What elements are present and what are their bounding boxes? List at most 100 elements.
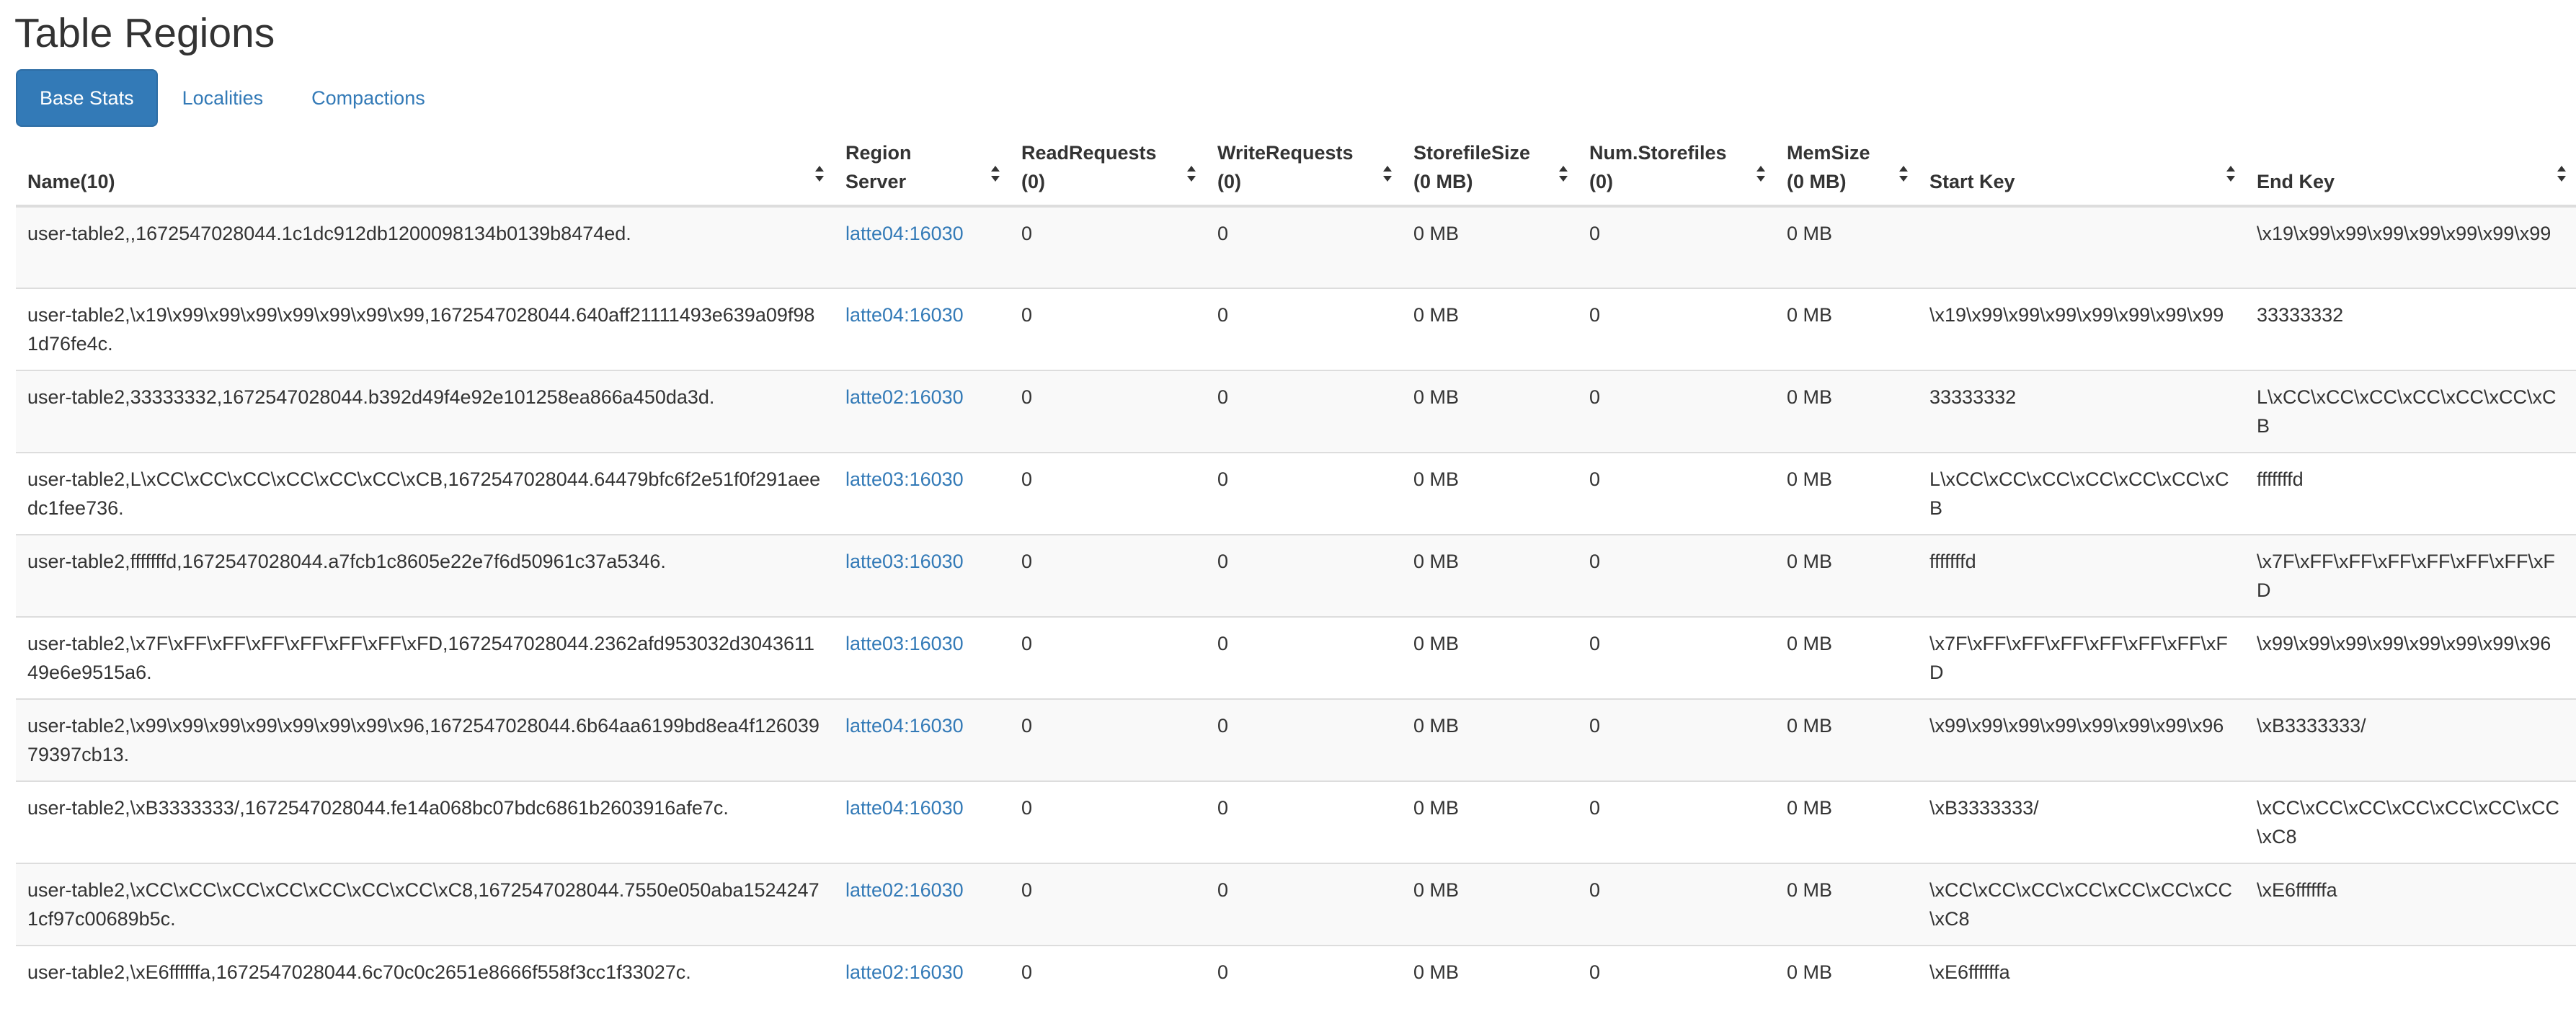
region-name-cell: user-table2,\x99\x99\x99\x99\x99\x99\x99… <box>16 698 834 781</box>
column-header-label: MemSize <box>1787 142 1870 164</box>
mem-size-cell: 0 MB <box>1775 780 1918 863</box>
region-name-cell: user-table2,33333332,1672547028044.b392d… <box>16 370 834 453</box>
storefile-size-cell: 0 MB <box>1402 206 1578 288</box>
column-header-mem-size[interactable]: MemSize (0 MB) <box>1775 138 1918 208</box>
table-row: user-table2,,1672547028044.1c1dc912db120… <box>16 206 2576 288</box>
region-name-cell: user-table2,fffffffd,1672547028044.a7fcb… <box>16 534 834 617</box>
table-row: user-table2,\x19\x99\x99\x99\x99\x99\x99… <box>16 288 2576 370</box>
table-row: user-table2,33333332,1672547028044.b392d… <box>16 370 2576 453</box>
column-header-read-requests[interactable]: ReadRequests (0) <box>1010 138 1206 208</box>
mem-size-cell: 0 MB <box>1775 370 1918 453</box>
region-server-cell: latte04:16030 <box>834 288 1010 370</box>
mem-size-cell: 0 MB <box>1775 945 1918 1028</box>
sort-both-icon[interactable] <box>1187 166 1196 182</box>
column-header-label: Name(10) <box>27 171 115 192</box>
table-row: user-table2,\xE6ffffffa,1672547028044.6c… <box>16 945 2576 1028</box>
write-requests-cell: 0 <box>1206 945 1402 1028</box>
table-body: user-table2,,1672547028044.1c1dc912db120… <box>16 206 2576 1028</box>
storefile-size-cell: 0 MB <box>1402 288 1578 370</box>
sort-both-icon[interactable] <box>1756 166 1765 182</box>
num-storefiles-cell: 0 <box>1578 780 1775 863</box>
region-server-link[interactable]: latte03:16030 <box>845 468 964 490</box>
region-server-cell: latte02:16030 <box>834 370 1010 453</box>
table-row: user-table2,L\xCC\xCC\xCC\xCC\xCC\xCC\xC… <box>16 452 2576 535</box>
region-server-cell: latte03:16030 <box>834 534 1010 617</box>
region-server-link[interactable]: latte02:16030 <box>845 879 964 901</box>
storefile-size-cell: 0 MB <box>1402 945 1578 1028</box>
column-header-label: Region <box>845 142 912 164</box>
sort-both-icon[interactable] <box>2226 166 2235 182</box>
start-key-cell: fffffffd <box>1918 534 2245 617</box>
tabs-bar: Base Stats Localities Compactions <box>16 69 450 127</box>
table-row: user-table2,\x7F\xFF\xFF\xFF\xFF\xFF\xFF… <box>16 616 2576 699</box>
column-header-start-key[interactable]: Start Key <box>1918 138 2245 208</box>
region-server-link[interactable]: latte03:16030 <box>845 551 964 572</box>
storefile-size-cell: 0 MB <box>1402 780 1578 863</box>
column-header-storefile-size[interactable]: StorefileSize (0 MB) <box>1402 138 1578 208</box>
region-server-link[interactable]: latte04:16030 <box>845 304 964 326</box>
mem-size-cell: 0 MB <box>1775 452 1918 535</box>
end-key-cell: \x19\x99\x99\x99\x99\x99\x99\x99 <box>2245 206 2576 288</box>
mem-size-cell: 0 MB <box>1775 206 1918 288</box>
sort-both-icon[interactable] <box>991 166 1000 182</box>
read-requests-cell: 0 <box>1010 698 1206 781</box>
tab-base-stats[interactable]: Base Stats <box>16 69 158 127</box>
tab-localities[interactable]: Localities <box>182 86 264 109</box>
region-server-link[interactable]: latte04:16030 <box>845 797 964 819</box>
sort-both-icon[interactable] <box>2557 166 2566 182</box>
table-header: Name(10) Region Server ReadRequests (0) Write… <box>16 138 2576 208</box>
region-name-cell: user-table2,L\xCC\xCC\xCC\xCC\xCC\xCC\xC… <box>16 452 834 535</box>
region-server-cell: latte04:16030 <box>834 698 1010 781</box>
sort-both-icon[interactable] <box>1899 166 1908 182</box>
region-server-cell: latte02:16030 <box>834 945 1010 1028</box>
storefile-size-cell: 0 MB <box>1402 698 1578 781</box>
read-requests-cell: 0 <box>1010 616 1206 699</box>
storefile-size-cell: 0 MB <box>1402 616 1578 699</box>
start-key-cell: \xE6ffffffa <box>1918 945 2245 1028</box>
column-header-label: End Key <box>2257 171 2335 192</box>
region-server-link[interactable]: latte03:16030 <box>845 633 964 654</box>
column-header-sublabel: (0 MB) <box>1787 171 1847 192</box>
read-requests-cell: 0 <box>1010 945 1206 1028</box>
column-header-end-key[interactable]: End Key <box>2245 138 2576 208</box>
mem-size-cell: 0 MB <box>1775 534 1918 617</box>
num-storefiles-cell: 0 <box>1578 370 1775 453</box>
region-server-link[interactable]: latte04:16030 <box>845 223 964 244</box>
sort-both-icon[interactable] <box>815 166 824 182</box>
sort-both-icon[interactable] <box>1383 166 1392 182</box>
end-key-cell: \xCC\xCC\xCC\xCC\xCC\xCC\xCC\xC8 <box>2245 780 2576 863</box>
start-key-cell: 33333332 <box>1918 370 2245 453</box>
column-header-region-server[interactable]: Region Server <box>834 138 1010 208</box>
column-header-sublabel: (0 MB) <box>1413 171 1473 192</box>
mem-size-cell: 0 MB <box>1775 616 1918 699</box>
region-name-cell: user-table2,\x7F\xFF\xFF\xFF\xFF\xFF\xFF… <box>16 616 834 699</box>
regions-table: Name(10) Region Server ReadRequests (0) Write… <box>16 138 2576 1028</box>
write-requests-cell: 0 <box>1206 452 1402 535</box>
region-server-link[interactable]: latte02:16030 <box>845 961 964 983</box>
end-key-cell: 33333332 <box>2245 288 2576 370</box>
column-header-label: WriteRequests <box>1217 142 1354 164</box>
end-key-cell: L\xCC\xCC\xCC\xCC\xCC\xCC\xCB <box>2245 370 2576 453</box>
read-requests-cell: 0 <box>1010 452 1206 535</box>
region-name-cell: user-table2,\xCC\xCC\xCC\xCC\xCC\xCC\xCC… <box>16 863 834 946</box>
tab-compactions[interactable]: Compactions <box>311 86 425 109</box>
region-server-link[interactable]: latte02:16030 <box>845 386 964 408</box>
sort-both-icon[interactable] <box>1559 166 1568 182</box>
column-header-name[interactable]: Name(10) <box>16 138 834 208</box>
region-server-link[interactable]: latte04:16030 <box>845 715 964 737</box>
num-storefiles-cell: 0 <box>1578 206 1775 288</box>
end-key-cell: \xB3333333/ <box>2245 698 2576 781</box>
read-requests-cell: 0 <box>1010 863 1206 946</box>
write-requests-cell: 0 <box>1206 206 1402 288</box>
start-key-cell: \xCC\xCC\xCC\xCC\xCC\xCC\xCC\xC8 <box>1918 863 2245 946</box>
table-row: user-table2,fffffffd,1672547028044.a7fcb… <box>16 534 2576 617</box>
storefile-size-cell: 0 MB <box>1402 452 1578 535</box>
start-key-cell: \x19\x99\x99\x99\x99\x99\x99\x99 <box>1918 288 2245 370</box>
region-name-cell: user-table2,\xE6ffffffa,1672547028044.6c… <box>16 945 834 1028</box>
column-header-num-storefiles[interactable]: Num.Storefiles (0) <box>1578 138 1775 208</box>
column-header-sublabel: (0) <box>1589 171 1613 192</box>
storefile-size-cell: 0 MB <box>1402 370 1578 453</box>
column-header-write-requests[interactable]: WriteRequests (0) <box>1206 138 1402 208</box>
end-key-cell <box>2245 945 2576 1028</box>
